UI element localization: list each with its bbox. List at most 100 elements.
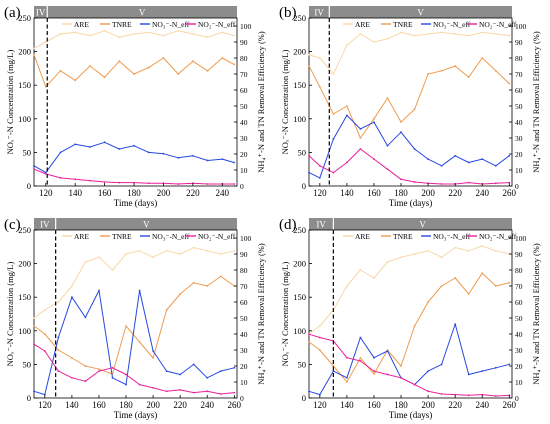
data-point [84, 365, 87, 367]
x-tick-label: 220 [448, 188, 462, 198]
series-line-are [308, 31, 510, 75]
series-line-tnre [308, 272, 510, 383]
data-point [84, 261, 87, 263]
data-point [413, 108, 416, 111]
y-tick-label-right: 60 [515, 298, 523, 307]
data-point [74, 178, 77, 181]
y-tick-label-right: 70 [515, 282, 523, 291]
data-point [308, 333, 310, 336]
data-point [373, 121, 375, 124]
data-point [89, 146, 91, 148]
data-point [481, 31, 484, 34]
data-point [467, 181, 470, 184]
data-point [125, 325, 127, 327]
data-point [44, 85, 47, 88]
y-tick-label-left: 150 [18, 292, 31, 302]
data-point [308, 53, 310, 56]
data-point [318, 349, 321, 351]
y-tick-label-right: 30 [515, 134, 523, 143]
y-tick-label-left: 250 [293, 225, 306, 235]
x-tick-label: 140 [65, 400, 79, 410]
y-axis-label-left: NOₓ⁻-N Concentration (mg/L) [5, 261, 15, 366]
x-axis-label: Time (days) [114, 198, 157, 208]
data-point [359, 127, 362, 130]
series-line-no3 [33, 290, 235, 396]
data-point [98, 289, 100, 292]
series-line-tnre [308, 57, 510, 139]
data-point [413, 383, 416, 386]
y-tick-label-right: 0 [240, 182, 244, 191]
x-tick-label: 140 [340, 400, 354, 410]
phase-bar [309, 6, 512, 18]
data-point [221, 158, 224, 161]
data-point [33, 317, 35, 319]
data-point [33, 325, 35, 327]
data-point [221, 57, 224, 59]
series-line-are [33, 247, 235, 319]
data-point [467, 394, 470, 397]
x-tick-label: 260 [228, 400, 242, 410]
data-point [400, 365, 402, 367]
data-point [133, 73, 135, 75]
y-tick-label-right: 10 [515, 166, 523, 175]
data-point [332, 73, 335, 75]
y-tick-label-left: 50 [23, 359, 32, 369]
x-tick-label: 120 [38, 400, 52, 410]
data-point [138, 383, 141, 386]
y-axis-label-left: NOₓ⁻-N Concentration (mg/L) [5, 49, 15, 154]
series-line-no2 [33, 343, 235, 395]
data-point [400, 31, 402, 34]
plot-frame [33, 229, 238, 399]
data-point [74, 143, 77, 146]
data-point [413, 253, 416, 255]
data-point [481, 158, 484, 161]
y-tick-label-left: 100 [293, 114, 306, 124]
data-point [59, 33, 62, 35]
data-point [413, 181, 416, 183]
y-tick-label-left: 200 [18, 47, 31, 57]
legend-label: TNRE [112, 20, 132, 29]
data-point [427, 370, 429, 372]
data-point [206, 285, 209, 287]
data-point [386, 37, 389, 40]
y-tick-label-right: 100 [515, 234, 527, 243]
y-tick-label-right: 30 [240, 346, 248, 355]
data-point [467, 161, 470, 164]
data-point [103, 29, 106, 32]
x-tick-label: 180 [394, 188, 408, 198]
y-tick-label-right: 20 [515, 362, 523, 371]
data-point [57, 370, 60, 372]
y-tick-label-left: 150 [18, 80, 31, 90]
data-point [89, 65, 91, 67]
x-tick-label: 140 [68, 188, 82, 198]
data-point [152, 387, 155, 389]
y-axis-label-right: NH₄⁺-N and TN Removal Efficiency (%) [531, 243, 541, 385]
data-point [57, 336, 60, 339]
x-tick-label: 220 [173, 400, 187, 410]
data-point [359, 336, 362, 339]
x-tick-label: 260 [503, 188, 517, 198]
series-line-no2 [308, 148, 510, 185]
data-point [133, 144, 135, 147]
data-point [508, 34, 511, 37]
y-tick-label-left: 250 [18, 13, 31, 23]
y-tick-label-right: 50 [240, 314, 248, 323]
data-point [177, 156, 180, 159]
y-tick-label-right: 50 [515, 314, 523, 323]
data-point [494, 395, 497, 397]
series-line-are [308, 245, 510, 335]
data-point [386, 350, 389, 352]
panel-label: (c) [4, 217, 21, 233]
data-point [454, 393, 457, 396]
x-tick-label: 200 [421, 188, 435, 198]
data-point [192, 391, 195, 394]
data-point [413, 34, 416, 37]
legend-label: NO₃⁻-N_eff [152, 232, 190, 241]
data-point [111, 269, 114, 271]
x-tick-label: 140 [340, 188, 354, 198]
phase-label: V [417, 8, 424, 18]
data-point [98, 370, 100, 372]
data-point [373, 158, 375, 161]
